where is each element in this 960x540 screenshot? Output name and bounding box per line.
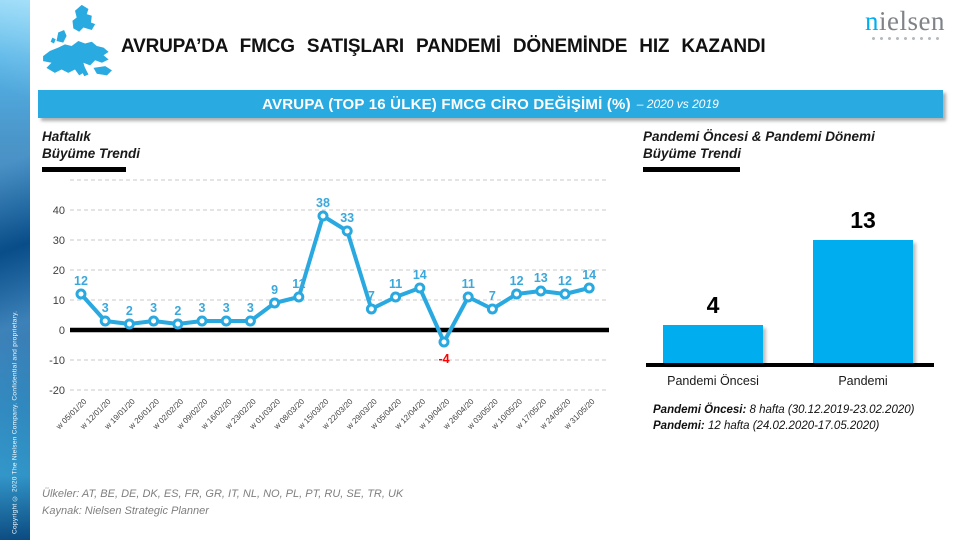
y-tick-label: 10 — [53, 295, 65, 307]
banner-subtitle: – 2020 vs 2019 — [636, 97, 719, 111]
data-label: 2 — [126, 304, 133, 318]
line-chart-heading-line2: Büyüme Trendi — [42, 146, 141, 161]
data-label: 3 — [150, 301, 157, 315]
data-label: 14 — [413, 268, 427, 282]
data-label: 9 — [271, 283, 278, 297]
data-label: 33 — [340, 211, 354, 225]
bar-value-label: 13 — [850, 206, 876, 233]
copyright-text: Copyright © 2020 The Nielsen Company. Co… — [11, 310, 19, 534]
y-tick-label: 40 — [53, 205, 65, 217]
bar-chart-heading-line2: Büyüme Trendi — [643, 146, 742, 161]
data-label: 7 — [368, 289, 375, 303]
data-point — [317, 210, 329, 222]
data-point — [99, 315, 111, 327]
data-point — [196, 315, 208, 327]
data-point — [390, 291, 402, 303]
data-point — [559, 288, 571, 300]
bar-axis-line — [646, 363, 934, 367]
data-label: 38 — [316, 196, 330, 210]
bar-value-label: 4 — [706, 292, 720, 318]
logo-letter-n: n — [865, 6, 879, 36]
line-series — [79, 214, 592, 344]
data-label: 14 — [582, 268, 596, 282]
heading-underline — [42, 167, 126, 172]
y-tick-label: 30 — [53, 235, 65, 247]
data-label: 13 — [534, 271, 548, 285]
data-point — [172, 318, 184, 330]
europe-map-icon — [43, 4, 112, 77]
bar — [813, 239, 913, 363]
data-point — [269, 297, 281, 309]
left-spine: Copyright © 2020 The Nielsen Company. Co… — [0, 0, 30, 540]
y-tick-label: -20 — [49, 385, 65, 397]
data-label: -4 — [438, 352, 449, 366]
data-point — [583, 282, 595, 294]
heading-underline — [643, 167, 740, 172]
y-tick-label: 20 — [53, 265, 65, 277]
data-label: 3 — [102, 301, 109, 315]
data-point — [535, 285, 547, 297]
data-label: 7 — [489, 289, 496, 303]
data-point — [438, 336, 450, 348]
data-label: 2 — [174, 304, 181, 318]
data-point — [75, 288, 87, 300]
data-point — [220, 315, 232, 327]
data-point — [462, 291, 474, 303]
banner-title: AVRUPA (TOP 16 ÜLKE) FMCG CİRO DEĞİŞİMİ … — [262, 95, 631, 113]
data-point — [293, 291, 305, 303]
bar-chart-notes: Pandemi Öncesi: 8 hafta (30.12.2019-23.0… — [653, 402, 914, 434]
source-note: Kaynak: Nielsen Strategic Planner — [42, 505, 209, 517]
data-label: 3 — [223, 301, 230, 315]
section-banner: AVRUPA (TOP 16 ÜLKE) FMCG CİRO DEĞİŞİMİ … — [38, 90, 943, 118]
data-point — [148, 315, 160, 327]
data-label: 12 — [558, 274, 572, 288]
line-chart-heading-line1: Haftalık — [42, 129, 91, 144]
line-chart-heading: Haftalık Büyüme Trendi — [42, 128, 140, 172]
note-line: Pandemi: 12 hafta (24.02.2020-17.05.2020… — [653, 420, 880, 432]
data-point — [365, 303, 377, 315]
data-label: 11 — [462, 277, 475, 291]
nielsen-wordmark: nielsen — [862, 6, 948, 36]
bar-category-label: Pandemi — [838, 374, 888, 388]
note-line: Pandemi Öncesi: 8 hafta (30.12.2019-23.0… — [653, 404, 915, 416]
data-point — [511, 288, 523, 300]
data-label: 11 — [292, 277, 305, 291]
logo-rest: ielsen — [879, 6, 945, 36]
data-label: 12 — [74, 274, 88, 288]
data-label: 3 — [199, 301, 206, 315]
period-bar-chart: 4 Pandemi Öncesi 13 Pandemi — [640, 173, 945, 398]
bar-chart-heading-line1: Pandemi Öncesi & Pandemi Dönemi — [643, 129, 875, 144]
countries-note: Ülkeler: AT, BE, DE, DK, ES, FR, GR, IT,… — [42, 488, 404, 500]
data-point — [414, 282, 426, 294]
data-point — [486, 303, 498, 315]
data-label: 12 — [510, 274, 524, 288]
y-tick-label: -10 — [49, 355, 65, 367]
bar-category-label: Pandemi Öncesi — [667, 374, 759, 388]
footnotes: Ülkeler: AT, BE, DE, DK, ES, FR, GR, IT,… — [42, 486, 403, 520]
bar-chart-heading: Pandemi Öncesi & Pandemi Dönemi Büyüme T… — [643, 128, 875, 172]
data-label: 3 — [247, 301, 254, 315]
data-label: 11 — [389, 277, 402, 291]
nielsen-logo: nielsen — [862, 6, 948, 40]
logo-dots — [862, 37, 948, 40]
bar — [663, 325, 763, 363]
data-point — [123, 318, 135, 330]
data-point — [341, 225, 353, 237]
y-tick-label: 0 — [59, 325, 65, 337]
data-point — [244, 315, 256, 327]
page-title: AVRUPA’DA FMCG SATIŞLARI PANDEMİ DÖNEMİN… — [121, 36, 766, 57]
